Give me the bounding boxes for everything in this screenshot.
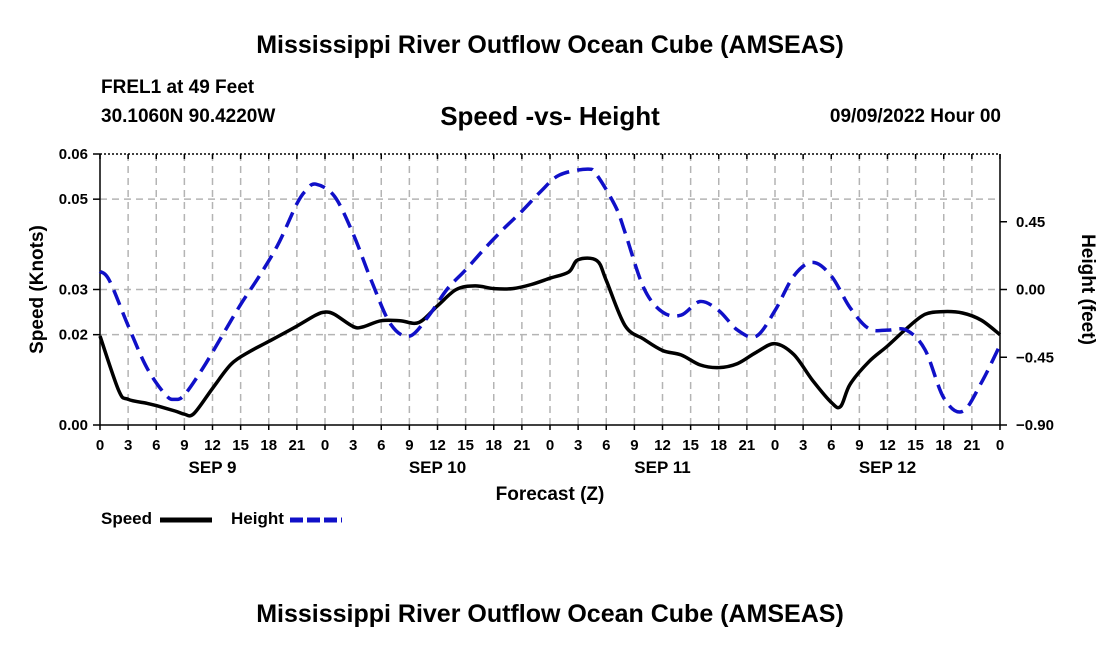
x-tick-label: 15 (232, 437, 249, 454)
y2-tick-label: −0.45 (1016, 349, 1054, 366)
x-tick-label: 12 (204, 437, 221, 454)
x-tick-label: 18 (260, 437, 277, 454)
x-tick-label: 21 (514, 437, 531, 454)
x-tick-label: 18 (710, 437, 727, 454)
x-tick-label: 0 (321, 437, 329, 454)
station-label: FREL1 at 49 Feet (101, 77, 255, 98)
x-tick-label: 6 (152, 437, 160, 454)
x-tick-label: 0 (96, 437, 104, 454)
series-line-speed (98, 256, 1002, 418)
y-tick-label: 0.06 (59, 146, 88, 163)
y-axis-title: Speed (Knots) (27, 225, 48, 354)
x-tick-label: 12 (429, 437, 446, 454)
x-tick-label: 15 (907, 437, 924, 454)
x-tick-label: 15 (457, 437, 474, 454)
day-label: SEP 10 (409, 458, 466, 477)
chart-title-top: Mississippi River Outflow Ocean Cube (AM… (256, 31, 844, 59)
x-tick-label: 3 (124, 437, 132, 454)
x-tick-label: 21 (289, 437, 306, 454)
forecast-date: 09/09/2022 Hour 00 (829, 106, 1001, 127)
series-line-height (98, 167, 1002, 414)
chart-subtitle: Speed -vs- Height (440, 101, 660, 131)
x-tick-label: 12 (654, 437, 671, 454)
grid-layer (100, 154, 1000, 425)
x-tick-label: 3 (574, 437, 582, 454)
x-tick-label: 9 (405, 437, 413, 454)
x-tick-label: 6 (602, 437, 610, 454)
x-tick-label: 21 (964, 437, 981, 454)
label-layer: 0 3 6 9 12 15 18 21 0 3 6 9 12 15 18 21 0 3 6 9 12 15 18 21 0 3 6 9… (27, 146, 1098, 523)
x-tick-label: 18 (485, 437, 502, 454)
legend-height-label: Height (231, 509, 284, 528)
y-tick-label: 0.02 (59, 327, 88, 344)
x-tick-label: 21 (739, 437, 756, 454)
day-label: SEP 9 (189, 458, 237, 477)
x-tick-label: 6 (827, 437, 835, 454)
x-tick-label: 6 (377, 437, 385, 454)
axis-layer (93, 153, 1007, 430)
x-axis-title: Forecast (Z) (496, 484, 605, 505)
chart-title-bottom: Mississippi River Outflow Ocean Cube (AM… (256, 600, 844, 628)
x-tick-label: 0 (996, 437, 1004, 454)
y-tick-label: 0.05 (59, 191, 88, 208)
x-tick-label: 18 (935, 437, 952, 454)
x-tick-label: 9 (630, 437, 638, 454)
y2-tick-label: −0.90 (1016, 417, 1054, 434)
x-tick-label: 3 (799, 437, 807, 454)
x-tick-label: 9 (180, 437, 188, 454)
x-tick-label: 0 (771, 437, 779, 454)
x-tick-label: 0 (546, 437, 554, 454)
series-layer (98, 167, 1002, 418)
station-coordinates: 30.1060N 90.4220W (101, 106, 276, 127)
x-tick-label: 9 (855, 437, 863, 454)
y2-tick-label: 0.00 (1016, 282, 1045, 299)
y2-tick-label: 0.45 (1016, 214, 1045, 231)
day-label: SEP 11 (634, 458, 690, 477)
y-tick-label: 0.00 (59, 417, 88, 434)
day-label: SEP 12 (859, 458, 916, 477)
x-tick-label: 12 (879, 437, 896, 454)
legend-speed-label: Speed (101, 509, 153, 528)
y2-axis-title: Height (feet) (1077, 234, 1098, 345)
x-tick-label: 3 (349, 437, 357, 454)
x-tick-label: 15 (682, 437, 699, 454)
y-tick-label: 0.03 (59, 282, 88, 299)
